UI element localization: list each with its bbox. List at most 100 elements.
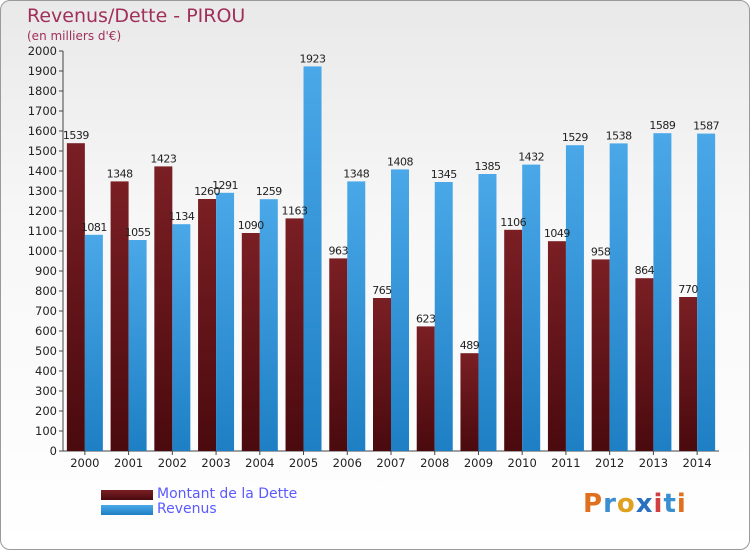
legend-label-revenue: Revenus (157, 501, 217, 517)
data-label-debt: 1260 (194, 185, 220, 198)
legend-item-debt: Montant de la Dette (101, 487, 297, 502)
y-tick-label: 1700 (28, 104, 57, 118)
bar-debt (635, 278, 654, 451)
bar-debt (373, 298, 391, 451)
data-label-debt: 1163 (282, 204, 308, 217)
data-label-revenue: 1589 (649, 119, 675, 132)
data-label-debt: 1423 (150, 152, 176, 165)
legend-item-revenue: Revenus (101, 502, 297, 517)
data-label-debt: 765 (372, 284, 392, 297)
bar-debt (110, 181, 129, 451)
data-label-revenue: 1345 (431, 168, 457, 181)
y-tick-label: 1100 (28, 224, 57, 238)
bar-debt (154, 166, 173, 451)
x-tick-label: 2000 (70, 456, 99, 470)
data-label-revenue: 1587 (693, 120, 719, 133)
data-label-debt: 1539 (63, 129, 89, 142)
data-label-revenue: 1408 (387, 155, 413, 168)
logo-letter: i (653, 489, 664, 519)
x-tick-label: 2002 (158, 456, 187, 470)
bar-debt (504, 229, 523, 451)
x-tick-label: 2007 (376, 456, 405, 470)
data-label-revenue: 1134 (168, 210, 194, 223)
y-tick-label: 1600 (28, 124, 57, 138)
bar-debt (547, 241, 566, 451)
data-label-revenue: 1081 (81, 221, 107, 234)
bar-revenue (128, 240, 147, 451)
x-tick-label: 2009 (464, 456, 493, 470)
bar-revenue (347, 181, 366, 451)
x-tick-label: 2006 (333, 456, 362, 470)
bar-revenue (259, 199, 278, 451)
bar-revenue (172, 224, 191, 451)
y-tick-label: 1400 (28, 164, 57, 178)
y-tick-label: 500 (35, 344, 57, 358)
data-label-revenue: 1432 (518, 151, 544, 164)
bar-debt (241, 233, 260, 451)
x-tick-label: 2014 (682, 456, 711, 470)
legend-swatch-revenue (101, 504, 153, 515)
y-tick-label: 0 (50, 444, 57, 458)
x-tick-label: 2012 (595, 456, 624, 470)
y-tick-label: 1500 (28, 144, 57, 158)
data-label-revenue: 1291 (212, 179, 238, 192)
x-tick-label: 2011 (551, 456, 580, 470)
proxiti-logo: Proxiti (583, 489, 687, 519)
data-label-debt: 958 (591, 245, 611, 258)
logo-letter: i (676, 489, 687, 519)
data-label-revenue: 1923 (300, 52, 326, 65)
x-tick-label: 2005 (289, 456, 318, 470)
bar-debt (460, 353, 479, 451)
bar-debt (66, 143, 85, 451)
x-tick-label: 2013 (639, 456, 668, 470)
bar-debt (679, 297, 698, 451)
y-tick-label: 800 (35, 284, 57, 298)
bar-revenue (84, 234, 103, 451)
y-tick-label: 1000 (28, 244, 57, 258)
legend: Montant de la Dette Revenus (101, 487, 297, 517)
y-tick-label: 1900 (28, 64, 57, 78)
logo-letter: x (635, 489, 654, 519)
bar-revenue (565, 145, 584, 451)
y-tick-label: 300 (35, 384, 57, 398)
bar-revenue (434, 182, 453, 451)
logo-letter: t (663, 489, 677, 519)
bar-debt (329, 258, 348, 451)
bar-revenue (697, 133, 716, 451)
data-label-revenue: 1259 (256, 185, 282, 198)
bar-debt (416, 326, 435, 451)
data-label-revenue: 1348 (343, 167, 369, 180)
x-tick-label: 2010 (508, 456, 537, 470)
bar-revenue (653, 133, 672, 451)
data-label-revenue: 1385 (474, 160, 500, 173)
data-label-debt: 1106 (500, 216, 526, 229)
y-tick-label: 900 (35, 264, 57, 278)
bar-revenue (478, 174, 497, 451)
y-tick-label: 100 (35, 424, 57, 438)
x-tick-label: 2008 (420, 456, 449, 470)
data-label-debt: 770 (678, 283, 698, 296)
bar-debt (198, 199, 217, 451)
legend-label-debt: Montant de la Dette (157, 486, 298, 502)
y-tick-label: 400 (35, 364, 57, 378)
data-label-debt: 623 (416, 312, 436, 325)
chart-subtitle: (en milliers d'€) (27, 29, 122, 43)
data-label-debt: 1049 (544, 227, 570, 240)
x-tick-label: 2001 (114, 456, 143, 470)
data-label-debt: 489 (460, 339, 480, 352)
y-tick-label: 700 (35, 304, 57, 318)
y-tick-label: 1800 (28, 84, 57, 98)
logo-letter: o (616, 489, 636, 519)
data-label-revenue: 1055 (125, 226, 151, 239)
bar-debt (285, 218, 304, 451)
chart-title: Revenus/Dette - PIROU (27, 5, 246, 27)
bar-revenue (303, 66, 322, 452)
x-tick-label: 2004 (245, 456, 274, 470)
data-label-debt: 1090 (238, 219, 264, 232)
bar-debt (591, 259, 610, 451)
bar-revenue (391, 169, 409, 451)
legend-swatch-debt (101, 489, 153, 500)
y-tick-label: 200 (35, 404, 57, 418)
